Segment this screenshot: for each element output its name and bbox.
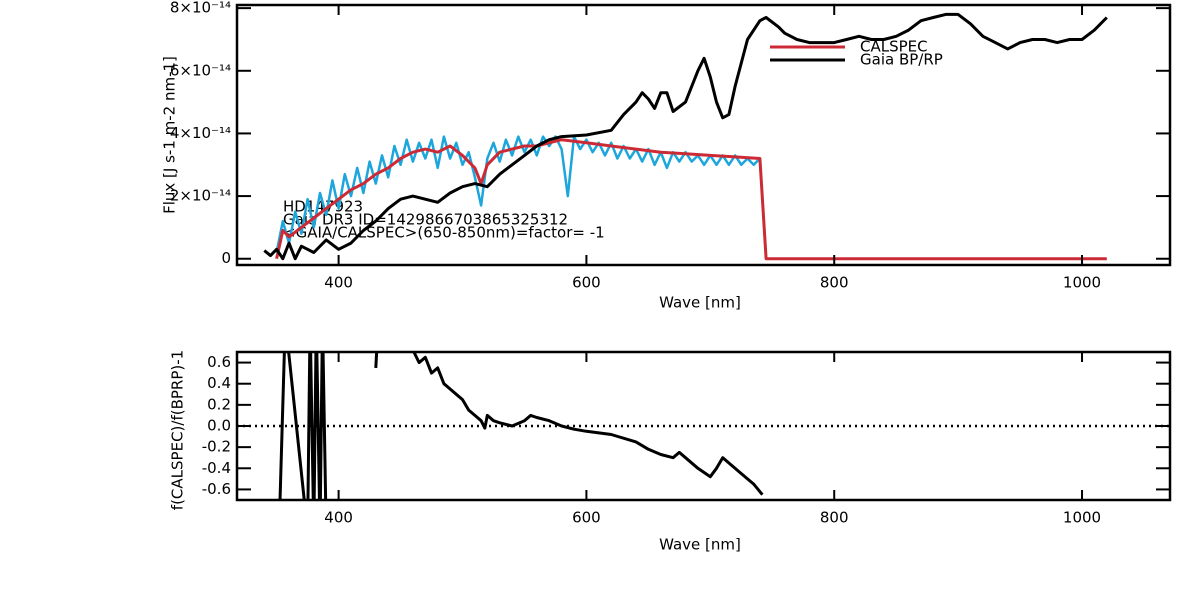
y-tick-label: 0.4	[207, 374, 231, 392]
y-axis-label: Flux [J s-1 m-2 nm-1]	[161, 56, 179, 214]
x-tick-label: 600	[572, 274, 601, 292]
legend-label: Gaia BP/RP	[860, 51, 943, 69]
x-tick-label: 400	[324, 509, 353, 527]
x-tick-label: 800	[820, 509, 849, 527]
x-tick-label: 400	[324, 274, 353, 292]
x-tick-label: 1000	[1063, 274, 1101, 292]
data-line	[275, 138, 1107, 261]
x-axis-label: Wave [nm]	[659, 294, 741, 312]
legend-label: CALSPEC	[860, 38, 928, 56]
y-tick-label: 0	[221, 249, 231, 267]
plot-area	[263, 12, 1108, 261]
y-tick-label: 4×10⁻¹⁴	[170, 124, 231, 142]
y-tick-label: 0.0	[207, 417, 231, 435]
y-tick-label: 0.2	[207, 395, 231, 413]
y-tick-label: 2×10⁻¹⁴	[170, 187, 231, 205]
x-tick-label: 600	[572, 509, 601, 527]
data-line	[263, 12, 1108, 261]
data-line	[278, 352, 764, 500]
annotation: Gaia DR3 ID=1429866703865325312	[283, 211, 568, 229]
x-axis-label: Wave [nm]	[659, 536, 741, 554]
y-tick-label: 8×10⁻¹⁴	[170, 0, 231, 17]
x-tick-label: 800	[820, 274, 849, 292]
plot-frame	[235, 3, 1172, 267]
plot-area	[237, 352, 1170, 500]
y-tick-label: 0.6	[207, 353, 231, 371]
y-tick-label: -0.6	[202, 480, 231, 498]
y-axis-label: f(CALSPEC)/f(BPRP)-1	[169, 350, 187, 510]
y-tick-label: -0.2	[202, 438, 231, 456]
y-tick-label: -0.4	[202, 459, 231, 477]
y-tick-label: 6×10⁻¹⁴	[170, 61, 231, 79]
annotation: <GAIA/CALSPEC>(650-850nm)=factor= -1	[283, 224, 605, 242]
x-tick-label: 1000	[1063, 509, 1101, 527]
